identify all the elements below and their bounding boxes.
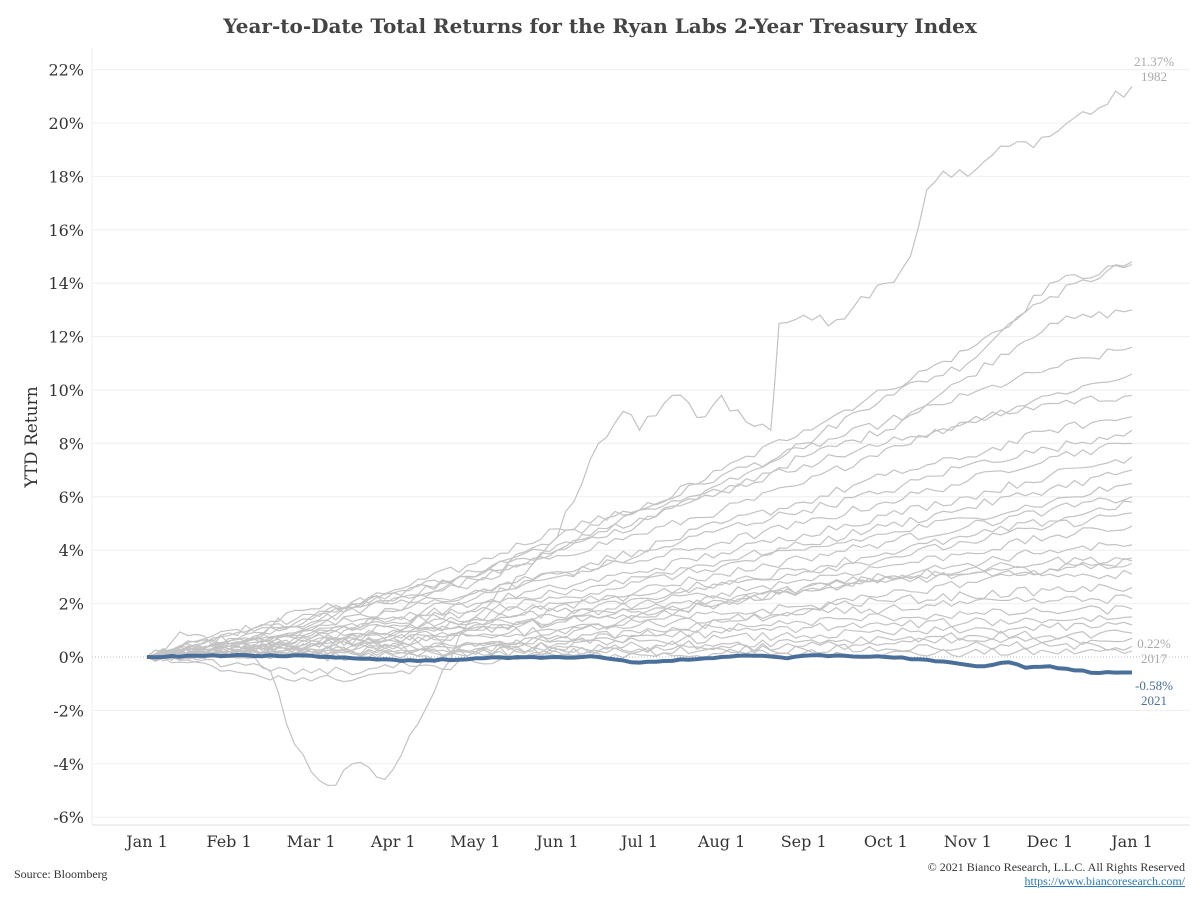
y-tick-label: 22% (48, 61, 84, 80)
series-line (146, 557, 1133, 683)
x-tick-label: Sep 1 (781, 832, 827, 851)
copyright-block: © 2021 Bianco Research, L.L.C. All Right… (928, 860, 1185, 888)
series-line (146, 309, 1133, 658)
y-tick-label: 18% (48, 167, 84, 186)
x-axis-ticks: Jan 1 Feb 1 Mar 1 Apr 1 May 1 Jun 1 Jul 1 Aug 1… (124, 832, 1153, 851)
y-tick-label: 12% (48, 328, 84, 347)
series-line (146, 629, 1133, 662)
x-tick-label: Jan 1 (1109, 832, 1153, 851)
series-line (146, 263, 1133, 658)
x-tick-label: Jul 1 (619, 832, 658, 851)
series-line (146, 525, 1133, 659)
y-axis-title: YTD Return (22, 386, 42, 488)
series-line (146, 594, 1133, 661)
annotation-value-2021: -0.58% (1135, 678, 1173, 693)
y-tick-label: 20% (48, 114, 84, 133)
series-line (146, 346, 1133, 658)
x-tick-label: Aug 1 (697, 832, 745, 851)
end-annotations: 21.37%1982 0.22%2017 -0.58%2021 (1134, 54, 1174, 708)
y-tick-label: 6% (59, 488, 84, 507)
y-tick-label: -6% (53, 808, 84, 827)
series-line (146, 500, 1133, 659)
series-line (146, 569, 1133, 660)
series-line-1982 (146, 86, 1133, 787)
annotation-label-1982: 1982 (1141, 69, 1167, 84)
y-tick-label: 0% (59, 648, 84, 667)
x-tick-label: Dec 1 (1027, 832, 1074, 851)
y-tick-label: 2% (59, 595, 84, 614)
x-tick-label: Nov 1 (944, 832, 992, 851)
series-lines (146, 86, 1133, 787)
y-tick-label: 10% (48, 381, 84, 400)
copyright-text: © 2021 Bianco Research, L.L.C. All Right… (927, 860, 1185, 874)
y-axis-ticks: -6% -4% -2% 0% 2% 4% 6% 8% 10% 12% 14% 16% 18% 20% 22% (48, 61, 84, 828)
x-tick-label: Jun 1 (534, 832, 578, 851)
series-line (146, 394, 1133, 658)
y-tick-label: -2% (53, 701, 84, 720)
series-line (146, 429, 1133, 659)
annotation-label-2017: 2017 (1141, 651, 1168, 666)
gridlines (91, 48, 1190, 826)
y-tick-label: 16% (48, 221, 84, 240)
series-line (146, 469, 1133, 661)
annotation-value-1982: 21.37% (1134, 54, 1174, 69)
y-tick-label: 8% (59, 434, 84, 453)
x-tick-label: Mar 1 (287, 832, 336, 851)
series-line (146, 542, 1133, 676)
y-tick-label: 14% (48, 274, 84, 293)
website-link[interactable]: https://www.biancoresearch.com/ (1024, 874, 1185, 888)
x-tick-label: Feb 1 (206, 832, 251, 851)
x-tick-label: Jan 1 (124, 832, 168, 851)
series-line (146, 456, 1133, 661)
x-tick-label: May 1 (450, 832, 500, 851)
x-tick-label: Oct 1 (864, 832, 908, 851)
x-tick-label: Apr 1 (370, 832, 416, 851)
chart-title: Year-to-Date Total Returns for the Ryan … (223, 14, 977, 38)
series-line-2021-highlight (146, 653, 1132, 675)
y-tick-label: 4% (59, 541, 84, 560)
series-line (146, 442, 1133, 660)
annotation-value-2017: 0.22% (1137, 636, 1171, 651)
series-line (146, 482, 1133, 658)
y-tick-label: -4% (53, 755, 84, 774)
source-note: Source: Bloomberg (14, 867, 108, 881)
annotation-label-2021: 2021 (1141, 693, 1167, 708)
